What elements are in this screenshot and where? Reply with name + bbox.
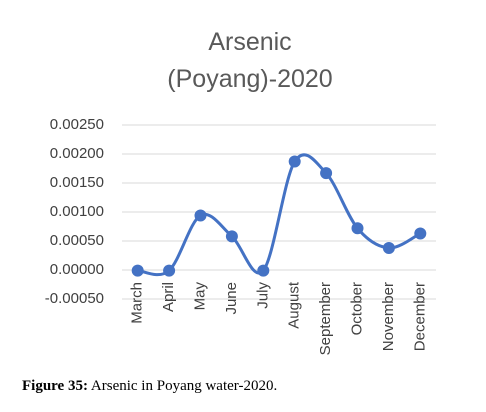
x-tick-label: July [254,282,271,309]
point [382,241,395,254]
x-tick-label: November [380,282,397,351]
y-tick-label: 0.00200 [50,145,104,162]
point [320,167,333,180]
point [163,264,176,277]
x-tick-label: December [411,282,428,351]
point [414,227,427,240]
chart-title: Arsenic (Poyang)-2020 [167,28,333,93]
x-tick-label: May [191,282,208,311]
point [257,264,270,277]
x-tick-label: April [160,282,177,312]
line [137,153,422,277]
caption-label: Figure 35: [22,378,88,394]
y-tick-label: 0.00000 [50,261,104,278]
figure-caption: Figure 35: Arsenic in Poyang water-2020. [22,378,277,395]
x-tick-label: October [348,282,365,335]
caption-text: Arsenic in Poyang water-2020. [90,378,278,394]
point [351,222,364,235]
y-tick-label: 0.00050 [50,232,104,249]
x-tick-label: June [223,282,240,315]
y-tick-label: 0.00100 [50,203,104,220]
y-tick-label: 0.00250 [50,116,104,133]
x-tick-label: September [317,282,334,355]
point [288,155,301,168]
point [225,230,238,243]
point [194,209,207,222]
x-tick-label: March [129,282,146,324]
y-tick-label: 0.00150 [50,174,104,191]
x-tick-label: August [286,281,303,329]
chart: -0.00050 0.00000 0.00050 0.00100 0.00150 0.00… [45,116,436,355]
y-tick-label: -0.00050 [45,290,104,307]
point [131,264,144,277]
